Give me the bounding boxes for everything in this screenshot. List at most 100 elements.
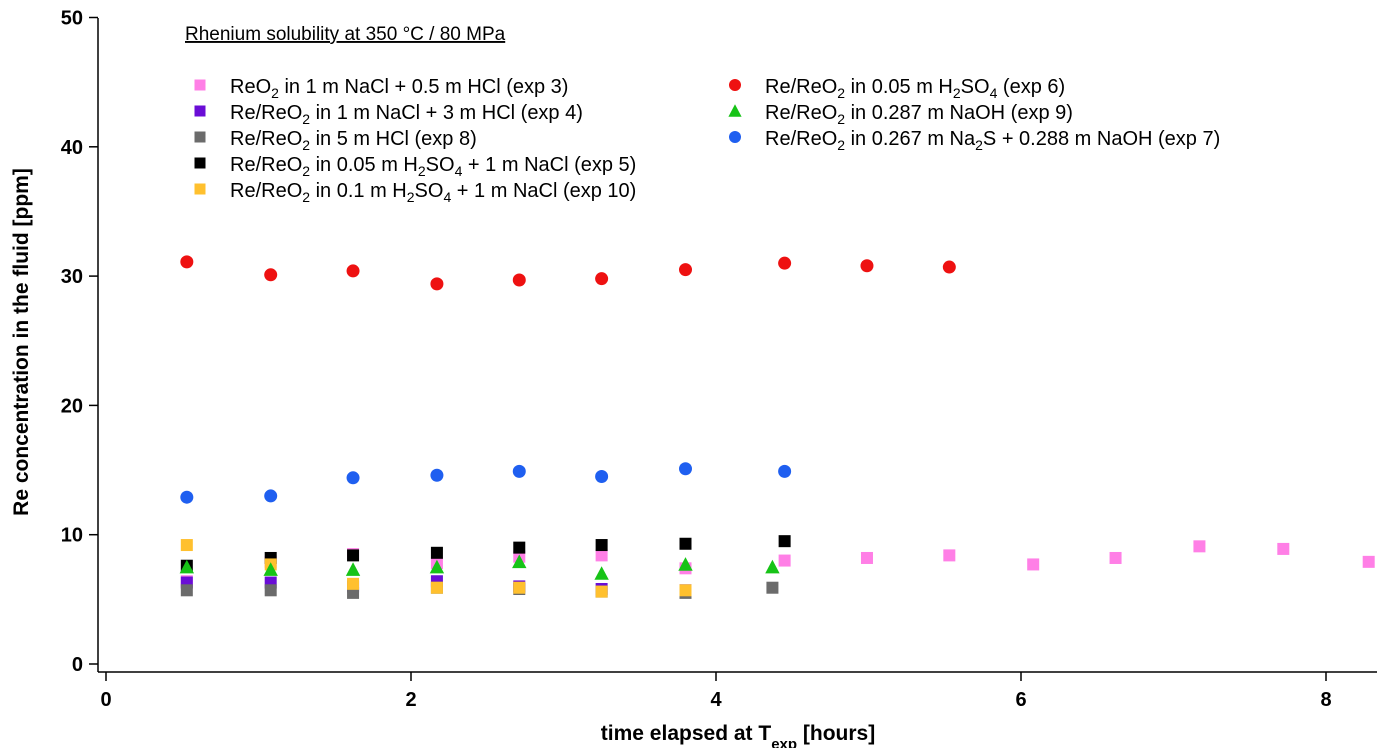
data-point bbox=[264, 489, 278, 503]
legend-item: Re/ReO2 in 0.267 m Na2S + 0.288 m NaOH (… bbox=[729, 128, 1220, 153]
x-axis-title-tail: [hours] bbox=[797, 722, 875, 745]
legend-label-subscript: 2 bbox=[271, 85, 279, 101]
legend-label-subscript: 2 bbox=[975, 137, 983, 153]
data-points bbox=[179, 255, 1375, 599]
legend-label-subscript: 2 bbox=[418, 163, 426, 179]
data-point bbox=[512, 554, 527, 569]
data-point bbox=[943, 549, 956, 562]
y-axis-title: Re concentration in the fluid [ppm] bbox=[10, 168, 33, 516]
y-tick-label: 30 bbox=[61, 266, 83, 288]
legend-marker bbox=[729, 79, 741, 91]
data-point bbox=[180, 490, 194, 504]
data-point bbox=[766, 581, 779, 594]
legend-label-subscript: 4 bbox=[455, 163, 463, 179]
x-tick-label: 6 bbox=[1015, 689, 1026, 711]
legend-label-subscript: 2 bbox=[302, 163, 310, 179]
data-point bbox=[180, 584, 193, 597]
data-point bbox=[512, 464, 526, 478]
data-point bbox=[1109, 551, 1122, 564]
data-point bbox=[595, 585, 608, 598]
legend-label: Re/ReO2 in 1 m NaCl + 3 m HCl (exp 4) bbox=[230, 102, 583, 127]
data-point bbox=[778, 554, 791, 567]
data-point bbox=[346, 264, 360, 278]
legend: ReO2 in 1 m NaCl + 0.5 m HCl (exp 3)Re/R… bbox=[194, 76, 1220, 205]
data-point bbox=[1362, 555, 1375, 568]
legend-item: ReO2 in 1 m NaCl + 0.5 m HCl (exp 3) bbox=[194, 76, 568, 101]
legend-label: Re/ReO2 in 5 m HCl (exp 8) bbox=[230, 128, 477, 153]
legend-label-text: in 0.05 m H bbox=[845, 76, 953, 98]
data-point bbox=[594, 566, 609, 580]
plot-frame bbox=[97, 18, 1377, 673]
legend-label-text: in 0.05 m H bbox=[310, 154, 418, 176]
legend-label: ReO2 in 1 m NaCl + 0.5 m HCl (exp 3) bbox=[230, 76, 568, 101]
legend-label: Re/ReO2 in 0.05 m H2SO4 (exp 6) bbox=[765, 76, 1065, 101]
data-point bbox=[429, 559, 445, 574]
legend-label-subscript: 4 bbox=[990, 85, 998, 101]
y-axis-ticks: 0 10 20 30 40 50 bbox=[61, 8, 98, 676]
legend-label-text: ReO bbox=[230, 76, 271, 98]
y-tick-label: 50 bbox=[61, 8, 83, 30]
legend-label-text: SO bbox=[961, 76, 990, 98]
legend-label-text: + 1 m NaCl (exp 5) bbox=[462, 154, 636, 176]
data-point bbox=[778, 256, 792, 270]
data-point bbox=[595, 539, 608, 552]
x-axis-ticks: 0 2 4 6 8 bbox=[100, 672, 1332, 711]
y-tick-label: 40 bbox=[61, 137, 83, 159]
legend-label: Re/ReO2 in 0.287 m NaOH (exp 9) bbox=[765, 102, 1073, 127]
legend-label-text: Re/ReO bbox=[230, 154, 302, 176]
data-point bbox=[679, 263, 692, 277]
data-point bbox=[679, 537, 692, 550]
y-tick-label: 0 bbox=[72, 654, 83, 676]
data-point bbox=[180, 539, 193, 552]
legend-label-text: Re/ReO bbox=[230, 180, 302, 202]
x-tick-label: 2 bbox=[405, 689, 416, 711]
data-point bbox=[264, 584, 277, 597]
legend-label-text: Re/ReO bbox=[230, 102, 302, 124]
chart-title: Rhenium solubility at 350 °C / 80 MPa bbox=[185, 24, 506, 45]
legend-label-text: in 0.287 m NaOH (exp 9) bbox=[845, 102, 1073, 124]
legend-label-text: (exp 6) bbox=[997, 76, 1065, 98]
data-point bbox=[345, 562, 361, 576]
data-point bbox=[679, 462, 692, 476]
legend-label-text: in 0.267 m Na bbox=[845, 128, 976, 150]
data-point bbox=[346, 471, 360, 485]
legend-label-text: in 0.1 m H bbox=[310, 180, 407, 202]
legend-item: Re/ReO2 in 0.05 m H2SO4 (exp 6) bbox=[729, 76, 1065, 101]
data-point bbox=[179, 559, 195, 574]
legend-label: Re/ReO2 in 0.1 m H2SO4 + 1 m NaCl (exp 1… bbox=[230, 180, 636, 205]
data-point bbox=[1277, 542, 1290, 555]
data-point bbox=[263, 562, 278, 576]
data-point bbox=[430, 277, 444, 291]
series-group bbox=[180, 540, 1375, 588]
legend-label-text: in 1 m NaCl + 0.5 m HCl (exp 3) bbox=[279, 76, 569, 98]
legend-marker bbox=[729, 131, 741, 143]
legend-marker bbox=[194, 183, 206, 195]
legend-label-text: Re/ReO bbox=[230, 128, 302, 150]
data-point bbox=[347, 577, 360, 590]
legend-label-subscript: 2 bbox=[407, 189, 415, 205]
y-tick-label: 20 bbox=[61, 395, 83, 417]
data-point bbox=[512, 273, 526, 287]
data-point bbox=[513, 541, 526, 554]
data-point bbox=[595, 549, 608, 562]
data-point bbox=[778, 535, 791, 548]
x-tick-label: 4 bbox=[710, 689, 722, 711]
legend-label-text: + 1 m NaCl (exp 10) bbox=[451, 180, 636, 202]
data-point bbox=[679, 584, 692, 597]
legend-item: Re/ReO2 in 0.05 m H2SO4 + 1 m NaCl (exp … bbox=[194, 154, 636, 179]
legend-item: Re/ReO2 in 0.1 m H2SO4 + 1 m NaCl (exp 1… bbox=[194, 180, 636, 205]
series-group bbox=[180, 255, 956, 291]
legend-label-subscript: 2 bbox=[837, 111, 845, 127]
x-axis-title: time elapsed at Texp [hours] bbox=[601, 722, 875, 748]
data-point bbox=[860, 259, 874, 273]
x-tick-label: 0 bbox=[100, 689, 111, 711]
legend-label-text: SO bbox=[426, 154, 455, 176]
legend-marker bbox=[728, 104, 742, 117]
data-point bbox=[347, 586, 360, 599]
legend-label-text: in 1 m NaCl + 3 m HCl (exp 4) bbox=[310, 102, 583, 124]
legend-marker bbox=[194, 79, 206, 91]
x-axis-title-main: time elapsed at T bbox=[601, 722, 772, 745]
legend-label-subscript: 4 bbox=[443, 189, 451, 205]
data-point bbox=[860, 551, 873, 564]
